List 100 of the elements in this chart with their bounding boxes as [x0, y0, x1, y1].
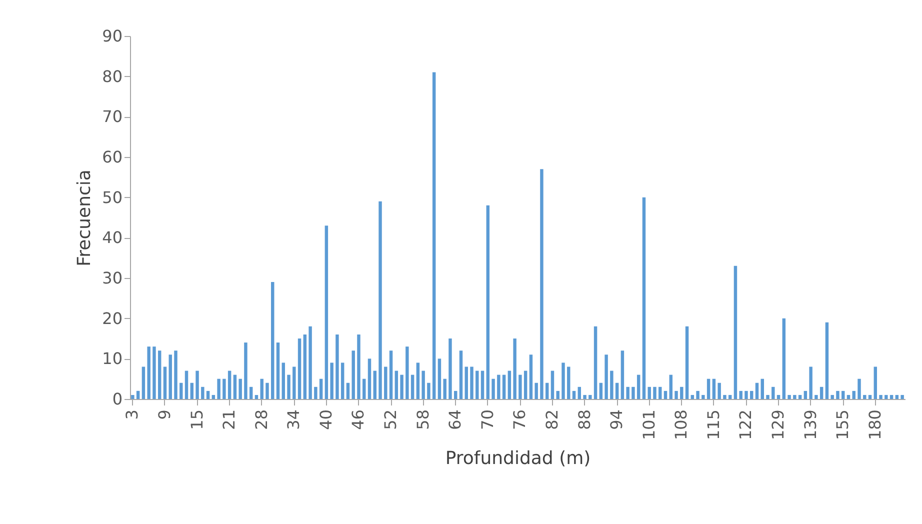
bar [163, 366, 167, 399]
bar [196, 370, 199, 399]
bar [131, 394, 134, 399]
bar [696, 390, 700, 399]
bar [852, 390, 856, 399]
bar [319, 378, 323, 399]
bar [890, 394, 894, 399]
x-tick-label: 122 [736, 410, 756, 440]
bar [814, 394, 818, 399]
bar [706, 378, 710, 399]
bar [540, 169, 544, 399]
bar [180, 382, 183, 399]
bar [266, 382, 269, 399]
bar [728, 394, 732, 399]
bar [550, 370, 554, 399]
bar [750, 390, 754, 399]
bar [562, 362, 565, 399]
bar [357, 334, 360, 399]
bar [690, 394, 694, 399]
bar [352, 350, 355, 399]
bar [524, 370, 528, 399]
y-tick-label: 40 [102, 228, 122, 248]
bar [336, 334, 339, 399]
bar [389, 350, 393, 399]
bar [470, 366, 474, 399]
x-tick-label: 40 [316, 410, 336, 430]
bar [841, 390, 845, 399]
bar [201, 386, 204, 399]
bar [492, 378, 495, 399]
bar [572, 390, 576, 399]
y-axis-title: Frecuencia [74, 170, 96, 266]
bar [804, 390, 808, 399]
bar [836, 390, 840, 399]
bar [340, 362, 344, 399]
bar [809, 366, 812, 399]
bar [723, 394, 726, 399]
bar [567, 366, 570, 399]
x-tick-label: 82 [542, 410, 562, 430]
x-tick-label: 3 [122, 410, 142, 420]
bar [206, 390, 210, 399]
bar [820, 386, 824, 399]
x-tick-label: 76 [510, 410, 530, 430]
bar [680, 386, 684, 399]
bar [384, 366, 388, 399]
bar [798, 394, 802, 399]
x-tick-label: 9 [154, 410, 174, 420]
x-tick-label: 46 [348, 410, 368, 430]
bar [895, 394, 899, 399]
bar [739, 390, 742, 399]
bar [594, 326, 598, 399]
bar [276, 342, 280, 399]
bar [702, 394, 705, 399]
x-tick-label: 129 [768, 410, 788, 440]
x-tick-label: 139 [800, 410, 820, 440]
x-tick-label: 115 [704, 410, 723, 440]
bar [254, 394, 258, 399]
bar [879, 394, 882, 399]
bar [529, 354, 533, 399]
bar [432, 72, 436, 399]
bar [556, 390, 560, 399]
bar [260, 378, 264, 399]
y-tick-label: 90 [102, 26, 122, 46]
bar [599, 382, 603, 399]
bar [184, 370, 188, 399]
bar [476, 370, 479, 399]
bar [486, 205, 490, 399]
bar [604, 354, 608, 399]
x-tick-label: 58 [413, 410, 432, 430]
x-tick-label: 108 [672, 410, 691, 440]
x-tick-label: 101 [639, 410, 658, 440]
bar [406, 346, 409, 399]
bar [394, 370, 398, 399]
bar [578, 386, 582, 399]
bar [287, 374, 290, 399]
y-tick-label: 20 [102, 308, 122, 328]
bar [217, 378, 220, 399]
x-tick-label: 21 [220, 410, 239, 430]
bar [238, 378, 242, 399]
bar [244, 342, 248, 399]
bar [427, 382, 430, 399]
x-tick-label: 15 [187, 410, 206, 430]
bar [190, 382, 194, 399]
x-tick-label: 155 [833, 410, 852, 440]
bar [636, 374, 640, 399]
bar [648, 386, 651, 399]
x-tick-label: 88 [574, 410, 594, 430]
bar [858, 378, 861, 399]
bar [755, 382, 759, 399]
bar [653, 386, 656, 399]
bar [674, 390, 678, 399]
bar [632, 386, 635, 399]
bar [788, 394, 791, 399]
bar [448, 338, 452, 399]
bar [518, 374, 522, 399]
bar [459, 350, 463, 399]
bar [233, 374, 237, 399]
bar [863, 394, 866, 399]
bar [772, 386, 775, 399]
y-tick-label: 70 [102, 107, 122, 126]
bar [158, 350, 162, 399]
